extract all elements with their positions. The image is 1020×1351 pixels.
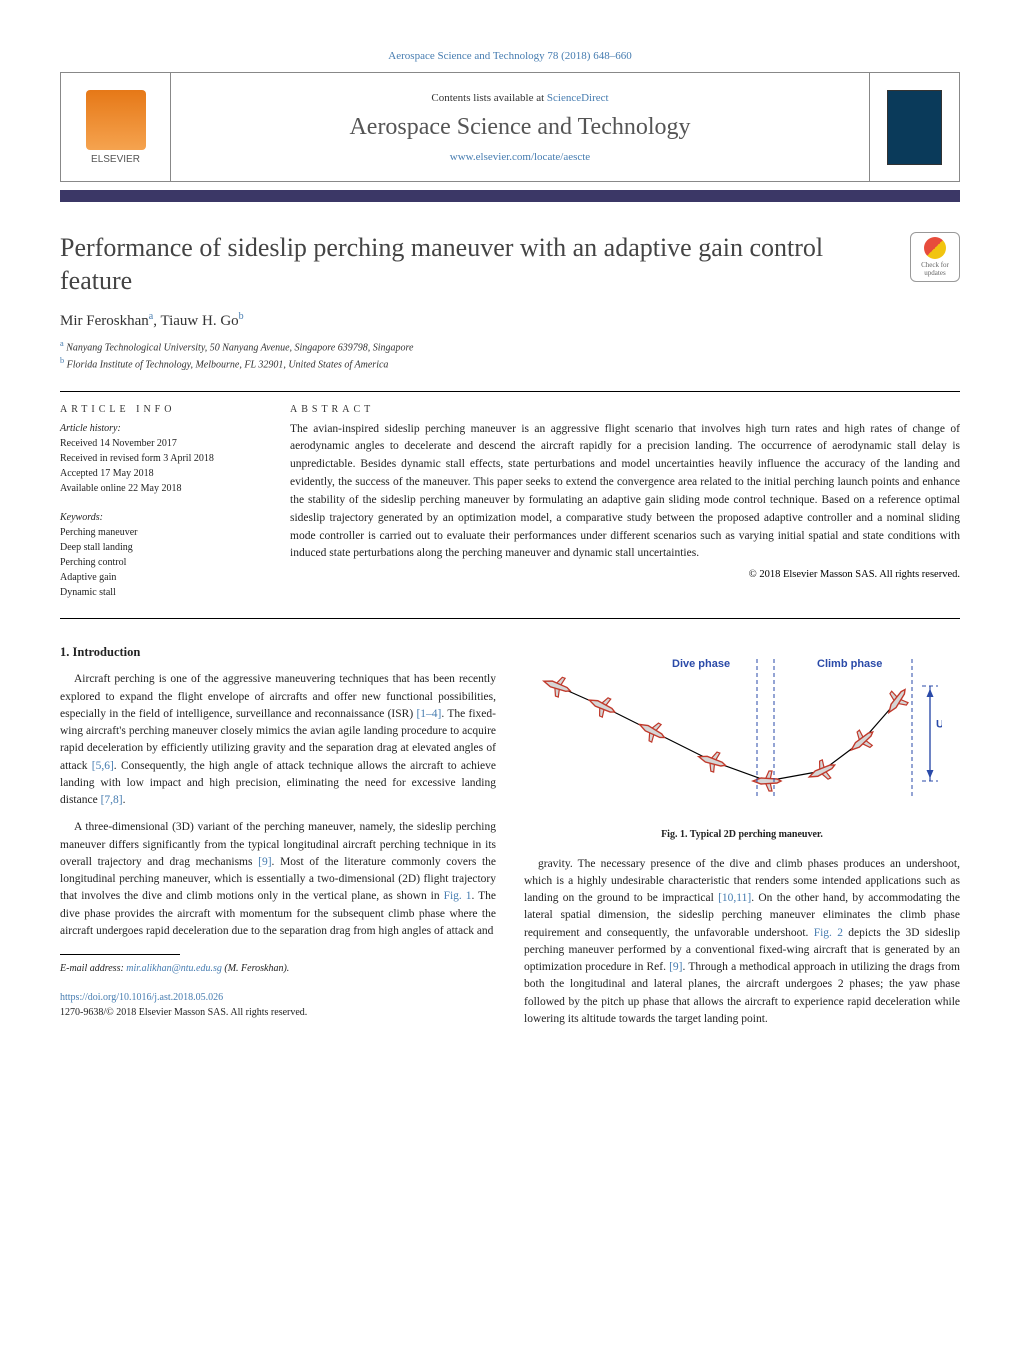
keyword-1: Deep stall landing	[60, 542, 133, 553]
cover-thumb-cell	[869, 73, 959, 181]
crossmark-icon	[924, 237, 946, 259]
journal-reference: Aerospace Science and Technology 78 (201…	[60, 50, 960, 62]
elsevier-logo-icon	[86, 90, 146, 150]
history-accepted: Accepted 17 May 2018	[60, 468, 154, 479]
history-heading: Article history:	[60, 423, 121, 434]
figure-1-svg: Dive phase Climb phase Undershoot	[542, 651, 942, 821]
journal-title: Aerospace Science and Technology	[349, 114, 690, 141]
svg-text:Undershoot: Undershoot	[936, 718, 942, 730]
crossmark-label-1: Check for	[921, 261, 949, 269]
author-1: Mir Feroskhan	[60, 313, 149, 329]
affiliation-b: Florida Institute of Technology, Melbour…	[67, 360, 389, 371]
affiliations: a Nanyang Technological University, 50 N…	[60, 338, 960, 373]
journal-cover-icon	[887, 90, 942, 165]
keywords-block: Keywords: Perching maneuver Deep stall l…	[60, 510, 260, 600]
keywords-heading: Keywords:	[60, 512, 103, 523]
ref-1-4[interactable]: [1–4]	[416, 708, 441, 720]
contents-available-line: Contents lists available at ScienceDirec…	[431, 92, 608, 104]
svg-text:Climb phase: Climb phase	[817, 658, 882, 670]
journal-homepage-link[interactable]: www.elsevier.com/locate/aescte	[450, 151, 590, 163]
body-column-left: 1. Introduction Aircraft perching is one…	[60, 643, 496, 1039]
ref-7-8[interactable]: [7,8]	[101, 794, 123, 806]
authors-line: Mir Feroskhana, Tiauw H. Gob	[60, 311, 960, 330]
sciencedirect-link[interactable]: ScienceDirect	[547, 92, 609, 104]
history-online: Available online 22 May 2018	[60, 483, 181, 494]
ref-9b[interactable]: [9]	[669, 961, 682, 973]
author-2: Tiauw H. Go	[160, 313, 238, 329]
affil-b-sup: b	[60, 356, 64, 365]
ref-5-6[interactable]: [5,6]	[92, 760, 114, 772]
paragraph-1: Aircraft perching is one of the aggressi…	[60, 671, 496, 809]
ref-10-11[interactable]: [10,11]	[718, 892, 751, 904]
footnote-rule	[60, 954, 180, 955]
ref-9[interactable]: [9]	[258, 856, 271, 868]
keyword-3: Adaptive gain	[60, 572, 116, 583]
article-info-label: ARTICLE INFO	[60, 404, 260, 415]
keyword-0: Perching maneuver	[60, 527, 137, 538]
paragraph-2: A three-dimensional (3D) variant of the …	[60, 819, 496, 940]
journal-header-center: Contents lists available at ScienceDirec…	[171, 73, 869, 181]
fig-1-ref[interactable]: Fig. 1	[444, 890, 472, 902]
publisher-logo-cell: ELSEVIER	[61, 73, 171, 181]
email-owner: (M. Feroskhan).	[222, 963, 289, 974]
author-1-sup: a	[149, 311, 153, 322]
author-2-sup: b	[239, 311, 244, 322]
divider-2	[60, 618, 960, 619]
affiliation-a: Nanyang Technological University, 50 Nan…	[66, 342, 413, 353]
body-column-right: Dive phase Climb phase Undershoot Fig. 1. …	[524, 643, 960, 1039]
contents-prefix: Contents lists available at	[431, 92, 546, 104]
svg-text:Dive phase: Dive phase	[672, 658, 730, 670]
section-1-heading: 1. Introduction	[60, 643, 496, 662]
doi-link[interactable]: https://doi.org/10.1016/j.ast.2018.05.02…	[60, 992, 223, 1003]
fig-2-ref[interactable]: Fig. 2	[814, 927, 843, 939]
figure-1: Dive phase Climb phase Undershoot Fig. 1. …	[524, 651, 960, 842]
abstract-label: ABSTRACT	[290, 404, 960, 415]
history-revised: Received in revised form 3 April 2018	[60, 453, 214, 464]
email-link[interactable]: mir.alikhan@ntu.edu.sg	[126, 963, 222, 974]
journal-header: ELSEVIER Contents lists available at Sci…	[60, 72, 960, 182]
publisher-name: ELSEVIER	[91, 154, 140, 165]
header-divider-bar	[60, 190, 960, 202]
doi-block: https://doi.org/10.1016/j.ast.2018.05.02…	[60, 990, 496, 1020]
divider	[60, 391, 960, 392]
keyword-2: Perching control	[60, 557, 126, 568]
paragraph-3: gravity. The necessary presence of the d…	[524, 856, 960, 1029]
issn-copyright: 1270-9638/© 2018 Elsevier Masson SAS. Al…	[60, 1007, 307, 1018]
abstract-text: The avian-inspired sideslip perching man…	[290, 421, 960, 564]
corresponding-email: E-mail address: mir.alikhan@ntu.edu.sg (…	[60, 961, 496, 976]
crossmark-label-2: updates	[924, 269, 945, 277]
email-label: E-mail address:	[60, 963, 126, 974]
affil-a-sup: a	[60, 339, 64, 348]
figure-1-caption: Fig. 1. Typical 2D perching maneuver.	[524, 827, 960, 842]
article-title: Performance of sideslip perching maneuve…	[60, 232, 840, 297]
history-received: Received 14 November 2017	[60, 438, 177, 449]
crossmark-badge[interactable]: Check for updates	[910, 232, 960, 282]
keyword-4: Dynamic stall	[60, 587, 116, 598]
abstract-copyright: © 2018 Elsevier Masson SAS. All rights r…	[290, 569, 960, 580]
article-history: Article history: Received 14 November 20…	[60, 421, 260, 496]
